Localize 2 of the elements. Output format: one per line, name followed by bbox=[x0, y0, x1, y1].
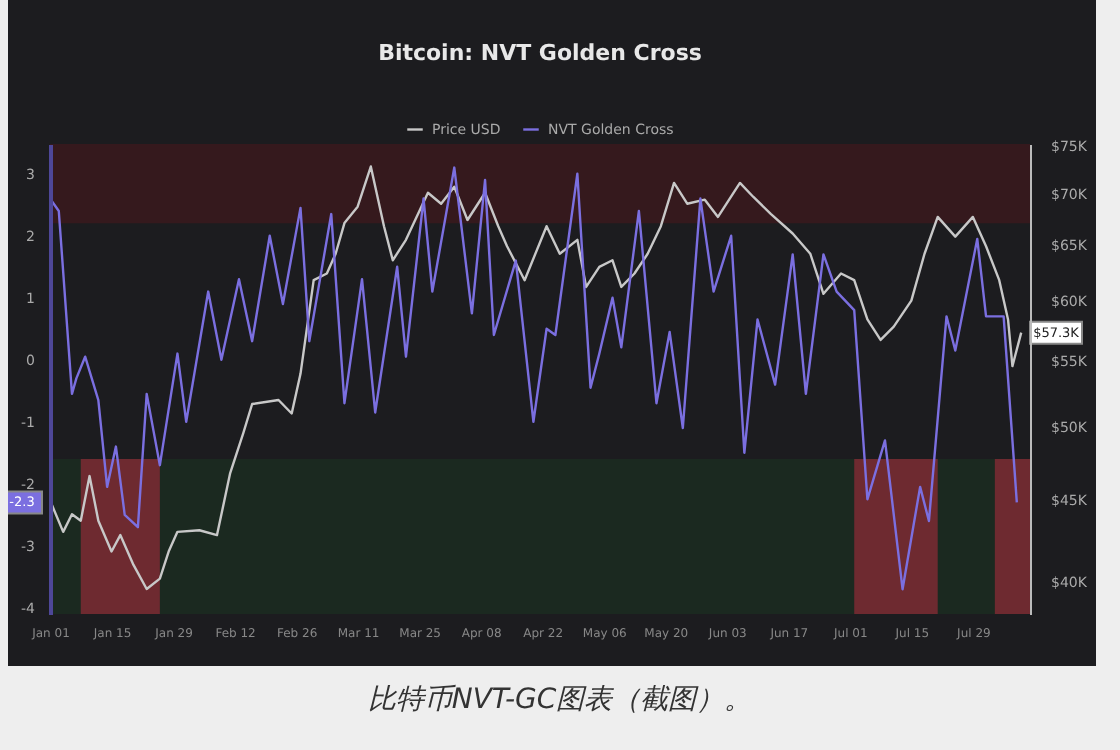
chart-title: Bitcoin: NVT Golden Cross bbox=[378, 40, 703, 66]
text: 比特币NVT-GC图表（截图）。 bbox=[365, 682, 755, 718]
